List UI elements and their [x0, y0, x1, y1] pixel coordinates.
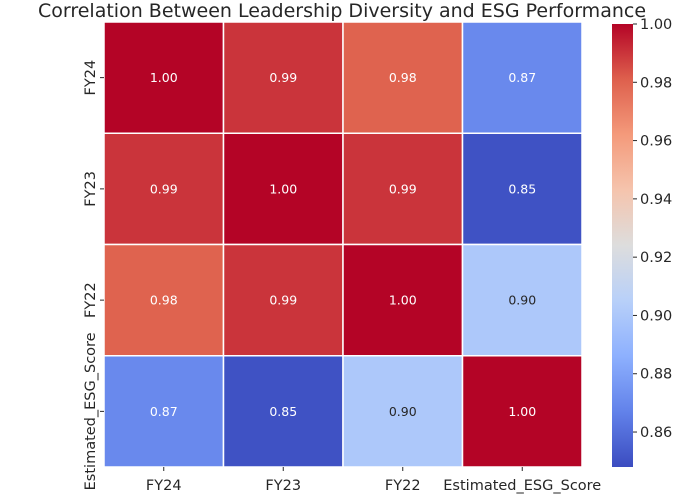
- heatmap-cell-value-2-1: 0.99: [269, 293, 297, 308]
- colorbar-tick-label-3: 0.92: [640, 250, 672, 266]
- heatmap-cell-1-0: [103, 132, 225, 246]
- x-tick-label-3: Estimated_ESG_Score: [443, 478, 601, 494]
- heatmap-cell-value-0-2: 0.98: [389, 70, 417, 85]
- heatmap-cell-value-2-0: 0.98: [150, 293, 178, 308]
- heatmap-cell-value-2-3: 0.90: [508, 293, 536, 308]
- colorbar-tick-label-0: 0.86: [640, 425, 672, 441]
- heatmap-cell-3-0: [103, 355, 225, 468]
- heatmap-cell-value-3-3: 1.00: [508, 404, 536, 419]
- heatmap-cell-0-2: [342, 21, 464, 134]
- heatmap-cell-value-3-1: 0.85: [269, 404, 297, 419]
- x-tick-label-2: FY22: [385, 478, 421, 494]
- y-tick-label-0: FY24: [83, 60, 99, 96]
- y-tick-label-3: Estimated_ESG_Score: [83, 332, 99, 490]
- colorbar-tick-label-4: 0.94: [640, 192, 672, 208]
- colorbar-tick-label-7: 1.00: [640, 17, 672, 33]
- heatmap-cell-value-3-0: 0.87: [150, 404, 178, 419]
- heatmap-cell-value-3-2: 0.90: [389, 404, 417, 419]
- y-axis-ticks: FY24 FY23 FY22 Estimated_ESG_Score: [83, 60, 104, 490]
- colorbar-gradient: [612, 24, 633, 467]
- heatmap-cell-value-0-0: 1.00: [150, 70, 178, 85]
- heatmap-cell-0-0: [103, 21, 225, 134]
- heatmap-cell-value-1-2: 0.99: [389, 181, 417, 196]
- chart-title: Correlation Between Leadership Diversity…: [38, 0, 646, 22]
- x-tick-label-0: FY24: [146, 478, 182, 494]
- heatmap-cell-3-1: [222, 355, 344, 468]
- colorbar-tick-label-1: 0.88: [640, 367, 672, 383]
- x-axis-ticks: FY24 FY23 FY22 Estimated_ESG_Score: [146, 467, 601, 494]
- heatmap-cell-1-3: [461, 132, 583, 246]
- heatmap-cell-value-1-3: 0.85: [508, 181, 536, 196]
- y-tick-label-1: FY23: [83, 171, 99, 207]
- heatmap-cell-2-1: [222, 243, 344, 357]
- colorbar-tick-label-2: 0.90: [640, 308, 672, 324]
- y-tick-label-2: FY22: [83, 282, 99, 318]
- heatmap-cell-value-1-0: 0.99: [150, 181, 178, 196]
- heatmap-cell-1-1: [222, 132, 344, 246]
- colorbar-tick-label-5: 0.96: [640, 134, 672, 150]
- x-tick-label-1: FY23: [265, 478, 301, 494]
- heatmap-cells: 1.00 0.99 0.98 0.87 0.99 1.00 0.99 0.85 0.98 0.99…: [103, 21, 583, 468]
- heatmap-cell-2-3: [461, 243, 583, 357]
- heatmap-cell-0-3: [461, 21, 583, 134]
- heatmap-cell-value-2-2: 1.00: [389, 293, 417, 308]
- heatmap-cell-value-1-1: 1.00: [269, 181, 297, 196]
- heatmap-cell-value-0-1: 0.99: [269, 70, 297, 85]
- colorbar-ticks: 0.86 0.88 0.90 0.92 0.94 0.96 0.98 1.00: [633, 17, 672, 441]
- colorbar: 0.86 0.88 0.90 0.92 0.94 0.96 0.98 1.00: [612, 17, 672, 467]
- heatmap-cell-3-3: [461, 355, 583, 468]
- heatmap-cell-0-1: [222, 21, 344, 134]
- colorbar-tick-label-6: 0.98: [640, 75, 672, 91]
- heatmap-cell-value-0-3: 0.87: [508, 70, 536, 85]
